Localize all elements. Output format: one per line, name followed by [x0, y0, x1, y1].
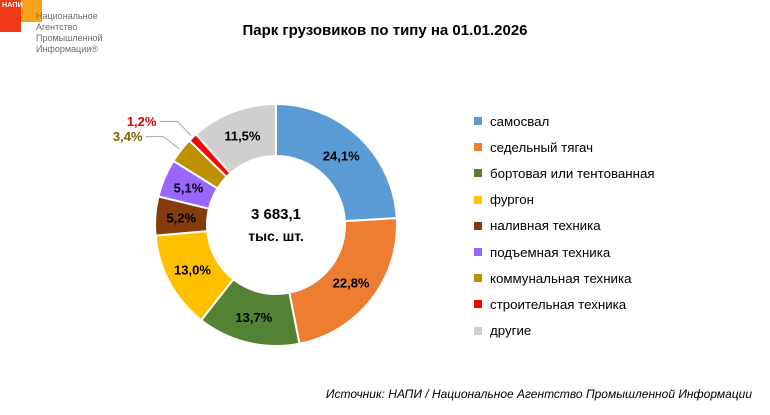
legend-item: подъемная техника [474, 239, 655, 265]
legend-swatch [474, 300, 482, 309]
logo-small-text: НАПИ [2, 2, 23, 9]
logo-orange-block [21, 0, 42, 22]
logo-line: Промышленной [36, 33, 103, 43]
legend-item: седельный тягач [474, 134, 655, 160]
legend-label: подъемная техника [490, 244, 611, 260]
legend-swatch [474, 326, 482, 335]
legend-swatch [474, 169, 482, 178]
legend-label: другие [490, 323, 532, 339]
slice-label: 5,1% [174, 181, 204, 196]
legend-item: коммунальная техника [474, 265, 655, 291]
logo-red-block [0, 0, 21, 32]
legend-swatch [474, 248, 482, 257]
logo-text: Национальное Агентство Промышленной Инфо… [36, 11, 103, 55]
legend-label: коммунальная техника [490, 270, 632, 286]
chart-title: Парк грузовиков по типу на 01.01.2026 [242, 22, 528, 39]
legend-swatch [474, 221, 482, 230]
slice-label: 24,1% [323, 148, 360, 163]
legend-swatch [474, 117, 482, 126]
legend-label: бортовая или тентованная [490, 165, 655, 181]
center-total-value: 3 683,1 [251, 206, 301, 223]
slice-label: 13,7% [235, 310, 272, 325]
center-total-unit: тыс. шт. [248, 228, 304, 244]
legend-swatch [474, 274, 482, 283]
logo-line: Национальное [36, 11, 98, 21]
legend-label: самосвал [490, 113, 550, 129]
leader-line [159, 120, 192, 137]
slice-label: 22,8% [333, 276, 370, 291]
source-note: Источник: НАПИ / Национальное Агентство … [325, 387, 752, 401]
slice-label: 3,4% [113, 129, 143, 144]
slice-label: 13,0% [174, 263, 211, 278]
slice-label: 5,2% [166, 210, 196, 225]
legend-item: строительная техника [474, 291, 655, 317]
legend-item: другие [474, 318, 655, 344]
legend-swatch [474, 195, 482, 204]
legend-label: фургон [490, 192, 534, 208]
chart-legend: самосвал седельный тягач бортовая или тент… [474, 108, 655, 344]
slice-label: 11,5% [224, 129, 261, 144]
logo-line: Информации® [36, 44, 98, 54]
legend-label: наливная техника [490, 218, 601, 234]
legend-item: фургон [474, 187, 655, 213]
napi-logo: НАПИ Национальное Агентство Промышленной… [0, 0, 103, 60]
slice-label: 1,2% [127, 114, 157, 129]
legend-label: седельный тягач [490, 139, 594, 155]
legend-label: строительная техника [490, 296, 627, 312]
legend-item: бортовая или тентованная [474, 160, 655, 186]
leader-line [145, 136, 180, 150]
legend-swatch [474, 143, 482, 152]
logo-line: Агентство [36, 22, 78, 32]
donut-slice [194, 102, 277, 175]
legend-item: самосвал [474, 108, 655, 134]
legend-item: наливная техника [474, 213, 655, 239]
